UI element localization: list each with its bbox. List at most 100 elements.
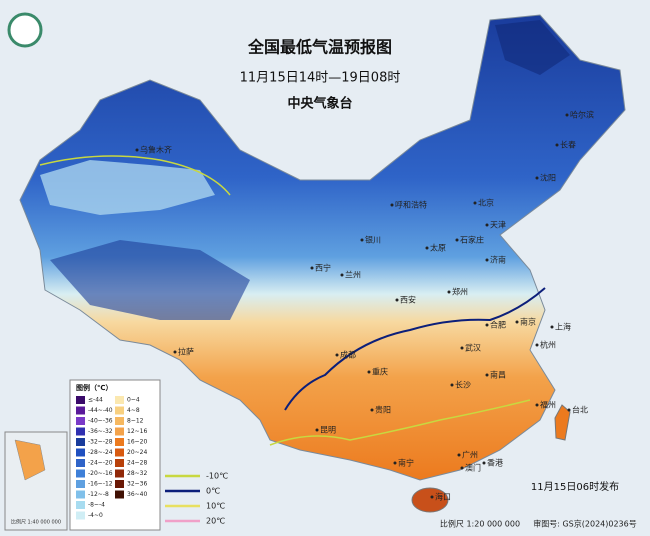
city-dot	[535, 343, 539, 347]
city-label: 合肥	[490, 320, 506, 330]
legend-label: ≤-44	[88, 397, 103, 404]
legend-line-label: 0℃	[206, 487, 220, 496]
isoline-minus-10	[39, 155, 231, 196]
legend-label: -4~0	[88, 512, 103, 519]
city-dot	[450, 383, 454, 387]
legend-swatch	[76, 417, 85, 425]
city-label: 成都	[340, 350, 356, 360]
city-label: 贵阳	[375, 405, 391, 415]
city-label: 沈阳	[540, 173, 556, 183]
city-dot	[485, 323, 489, 327]
city-label: 济南	[490, 255, 506, 265]
line-legend: -10℃ 0℃ 10℃ 20℃	[165, 472, 228, 526]
city-dot	[430, 495, 434, 499]
title: 全国最低气温预报图	[247, 38, 392, 57]
city-dot	[135, 148, 139, 152]
legend-label: 32~36	[127, 481, 147, 488]
legend-label: 24~28	[127, 460, 147, 467]
city-dot	[460, 466, 464, 470]
city-dot	[335, 353, 339, 357]
city-label: 郑州	[452, 287, 468, 297]
legend-label: 28~32	[127, 470, 147, 477]
city-dot	[473, 201, 477, 205]
tibet-cold	[50, 240, 250, 320]
city-label: 南昌	[490, 370, 506, 380]
legend-swatch	[115, 490, 124, 499]
city-dot	[555, 143, 559, 147]
legend-label: 8~12	[127, 418, 144, 425]
city-label: 银川	[365, 235, 381, 245]
legend-label: -8~-4	[88, 502, 105, 509]
legend-label: 12~16	[127, 428, 147, 435]
legend-swatch	[76, 448, 85, 457]
city-label: 福州	[540, 401, 556, 410]
legend-swatch	[76, 427, 85, 436]
city-label: 天津	[490, 220, 506, 230]
legend-label: 16~20	[127, 439, 147, 446]
city-dot	[485, 223, 489, 227]
legend-label: -24~-20	[88, 460, 113, 467]
city-dot	[457, 453, 461, 457]
legend-label: -16~-12	[88, 481, 113, 488]
northeast-cold	[495, 20, 570, 75]
city-dot	[310, 266, 314, 270]
legend: ≤-44 -44~-40 -40~-36 -36~-32 -32~-28 -28~-24 -…	[76, 396, 147, 520]
legend-swatch	[115, 459, 124, 467]
legend-swatch	[76, 480, 85, 488]
legend-swatch	[76, 469, 85, 478]
city-label: 海口	[435, 492, 451, 502]
city-dot	[315, 428, 319, 432]
city-dot	[390, 203, 394, 207]
legend-label: 36~40	[127, 491, 147, 498]
city-label: 上海	[555, 322, 571, 332]
city-dot	[515, 320, 519, 324]
city-label: 北京	[478, 198, 494, 208]
legend-label: -40~-36	[88, 418, 113, 425]
city-dot	[460, 346, 464, 350]
city-dot	[360, 238, 364, 242]
hainan	[411, 487, 449, 513]
city-dot	[485, 258, 489, 262]
scale: 比例尺 1:20 000 000	[440, 519, 520, 529]
city-label: 兰州	[345, 270, 361, 280]
city-label: 南宁	[398, 458, 414, 468]
city-dot	[425, 246, 429, 250]
city-dot	[565, 113, 569, 117]
legend-swatch	[115, 448, 124, 457]
legend-swatch	[115, 427, 124, 436]
legend-swatch	[76, 501, 85, 509]
legend-swatch	[76, 490, 85, 499]
isoline-0	[284, 287, 546, 411]
city-dot	[455, 238, 459, 242]
city-dot	[567, 408, 571, 412]
legend-title: 图例（℃）	[76, 383, 112, 392]
city-dot	[550, 325, 554, 329]
legend-line-label: 10℃	[206, 502, 225, 511]
city-dot	[370, 408, 374, 412]
city-label: 长沙	[455, 380, 471, 390]
city-label: 昆明	[320, 426, 336, 435]
city-label: 重庆	[372, 367, 388, 377]
city-label: 太原	[430, 243, 446, 253]
legend-line-label: 20℃	[206, 517, 225, 526]
city-label: 武汉	[465, 343, 481, 353]
legend-swatch	[115, 406, 124, 415]
city-dot	[173, 350, 177, 354]
legend-swatch	[76, 396, 85, 404]
city-label: 南京	[520, 317, 536, 327]
city-dot	[485, 373, 489, 377]
legend-swatch	[115, 417, 124, 425]
city-dot	[340, 273, 344, 277]
legend-label: 20~24	[127, 449, 147, 456]
legend-swatch	[76, 459, 85, 467]
city-dot	[535, 403, 539, 407]
city-dot	[535, 176, 539, 180]
legend-swatch	[76, 511, 85, 520]
logo	[7, 12, 43, 48]
city-label: 乌鲁木齐	[140, 145, 172, 155]
legend-label: -28~-24	[88, 449, 113, 456]
city-label: 西宁	[315, 263, 331, 273]
city-label: 长春	[560, 140, 576, 150]
city-dot	[395, 298, 399, 302]
